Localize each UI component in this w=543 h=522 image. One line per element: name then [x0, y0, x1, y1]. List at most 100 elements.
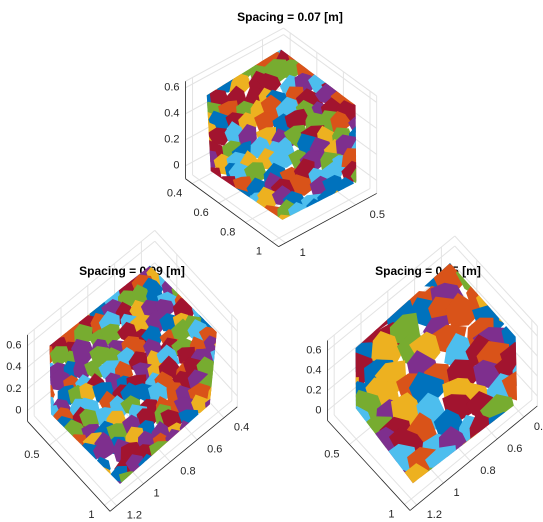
cell — [335, 461, 366, 496]
cell — [328, 45, 350, 68]
x-tick-label: 1 — [256, 246, 262, 258]
y-tick-label: 0.4 — [534, 421, 543, 433]
x-tick-label: 1 — [88, 509, 94, 521]
cell — [212, 263, 235, 284]
z-tick-label: 0.2 — [6, 383, 21, 395]
z-tick-label: 0 — [173, 160, 179, 172]
cell — [209, 241, 233, 262]
cell — [50, 241, 70, 259]
cell — [32, 303, 53, 324]
cell — [93, 467, 112, 491]
cell — [183, 99, 209, 122]
cell — [342, 205, 362, 226]
cell — [348, 218, 381, 251]
y-tick-label: 1.2 — [427, 509, 442, 521]
cell — [211, 22, 230, 42]
cell — [189, 243, 212, 263]
cell — [528, 226, 543, 262]
cell — [328, 283, 363, 318]
cell — [323, 233, 360, 258]
cell — [161, 441, 182, 462]
cell — [188, 480, 213, 499]
cell — [21, 464, 42, 484]
z-tick-label: 0.6 — [6, 340, 21, 352]
cell — [251, 219, 272, 242]
cell — [133, 468, 157, 488]
cell — [317, 246, 346, 286]
cell — [70, 478, 91, 497]
cell — [52, 483, 74, 501]
cell — [78, 458, 96, 478]
cell — [182, 19, 205, 44]
y-tick-label: 0.6 — [207, 444, 222, 456]
chart-title: Spacing = 0.15 [m] — [375, 264, 481, 278]
cell — [52, 452, 72, 471]
cell — [199, 407, 218, 427]
cell — [198, 301, 221, 321]
cell — [317, 211, 339, 233]
z-tick-label: 0 — [315, 404, 321, 416]
cell — [349, 99, 373, 121]
chart-title: Spacing = 0.07 [m] — [237, 10, 343, 24]
cell — [37, 251, 55, 272]
cell — [501, 284, 533, 315]
cell — [176, 241, 202, 264]
cell — [352, 286, 385, 321]
cell — [53, 253, 74, 276]
y-tick-label: 1.2 — [127, 510, 142, 522]
cell — [533, 484, 543, 517]
cell — [40, 453, 59, 475]
z-tick-label: 0.4 — [306, 364, 321, 376]
cell — [291, 22, 311, 43]
cell — [317, 25, 339, 50]
cell — [34, 277, 60, 296]
cell — [335, 24, 360, 48]
cell — [324, 204, 345, 226]
y-tick-label: 0.8 — [180, 466, 195, 478]
z-tick-label: 0.6 — [164, 82, 179, 94]
cell — [513, 247, 543, 278]
x-tick-label: 1 — [388, 508, 394, 520]
z-tick-label: 0 — [15, 404, 21, 416]
cell — [55, 286, 78, 309]
y-tick-label: 0.5 — [370, 209, 385, 221]
cell — [175, 480, 199, 501]
cell — [339, 37, 357, 60]
cell — [489, 412, 522, 442]
cell — [212, 278, 235, 296]
cell — [214, 335, 237, 355]
cell — [51, 302, 70, 319]
cell — [509, 232, 543, 263]
y-tick-label: 1 — [300, 247, 306, 259]
cell — [346, 50, 373, 76]
cell — [338, 295, 368, 328]
cell — [484, 483, 520, 514]
chart-title: Spacing = 0.09 [m] — [79, 264, 185, 278]
z-tick-label: 0.6 — [306, 344, 321, 356]
cell — [27, 252, 50, 269]
y-tick-label: 0.8 — [480, 465, 495, 477]
cell — [66, 469, 87, 489]
cell — [73, 279, 92, 299]
cell — [212, 189, 236, 214]
panel: 0.510.40.60.811.200.20.40.6Spacing = 0.1… — [306, 218, 543, 522]
cell — [360, 451, 396, 483]
z-tick-label: 0.2 — [164, 134, 179, 146]
cell — [442, 490, 478, 522]
cell — [190, 35, 214, 61]
x-tick-label: 0.6 — [194, 207, 209, 219]
cell — [325, 260, 360, 297]
cell — [61, 263, 81, 284]
cell — [520, 471, 543, 504]
cell — [107, 481, 128, 498]
cell — [210, 456, 228, 480]
x-tick-label: 0.4 — [167, 188, 182, 200]
cell — [226, 22, 251, 49]
cell — [423, 468, 454, 501]
cell — [85, 242, 106, 264]
cell — [463, 480, 492, 511]
cell — [205, 275, 225, 298]
cell — [177, 155, 200, 175]
cell — [99, 244, 118, 264]
